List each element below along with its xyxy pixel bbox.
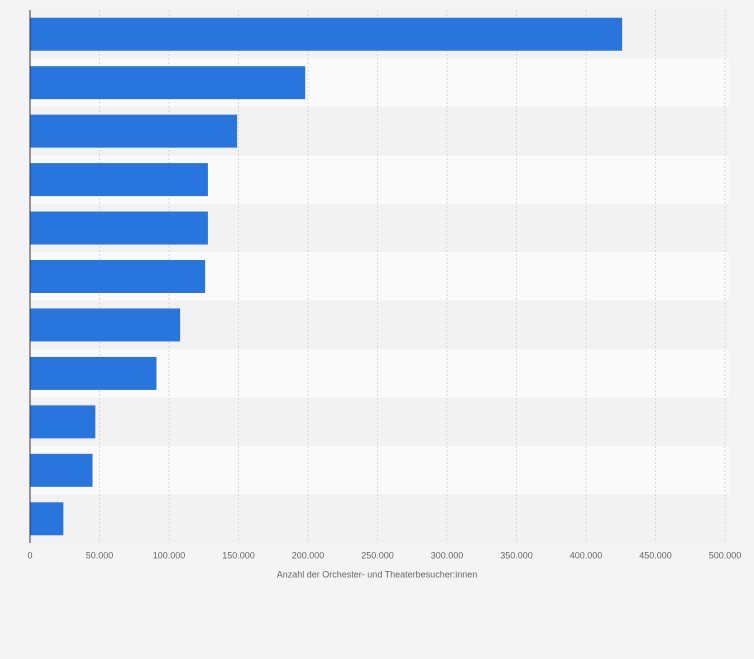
bar (30, 453, 93, 487)
x-tick-label: 200.000 (292, 550, 325, 560)
row-band (30, 446, 729, 495)
bar (30, 17, 623, 51)
bar (30, 308, 181, 342)
x-tick-label: 150.000 (222, 550, 255, 560)
bar (30, 114, 238, 148)
bar (30, 260, 206, 293)
x-tick-label: 300.000 (431, 550, 464, 560)
bar (30, 356, 157, 390)
x-tick-label: 100.000 (153, 550, 186, 560)
row-band (30, 494, 729, 543)
x-tick-label: 400.000 (570, 550, 603, 560)
bar (30, 405, 96, 439)
bar (30, 163, 208, 197)
x-tick-label: 0 (27, 550, 32, 560)
x-tick-label: 350.000 (500, 550, 533, 560)
bar (30, 66, 306, 100)
bar (30, 502, 64, 536)
x-tick-label: 50.000 (86, 550, 114, 560)
bar (30, 211, 208, 245)
x-tick-label: 250.000 (361, 550, 394, 560)
x-tick-label: 450.000 (639, 550, 672, 560)
x-tick-label: 500.000 (709, 550, 742, 560)
x-axis-title: Anzahl der Orchester- und Theaterbesuche… (277, 569, 477, 579)
row-band (30, 397, 729, 447)
